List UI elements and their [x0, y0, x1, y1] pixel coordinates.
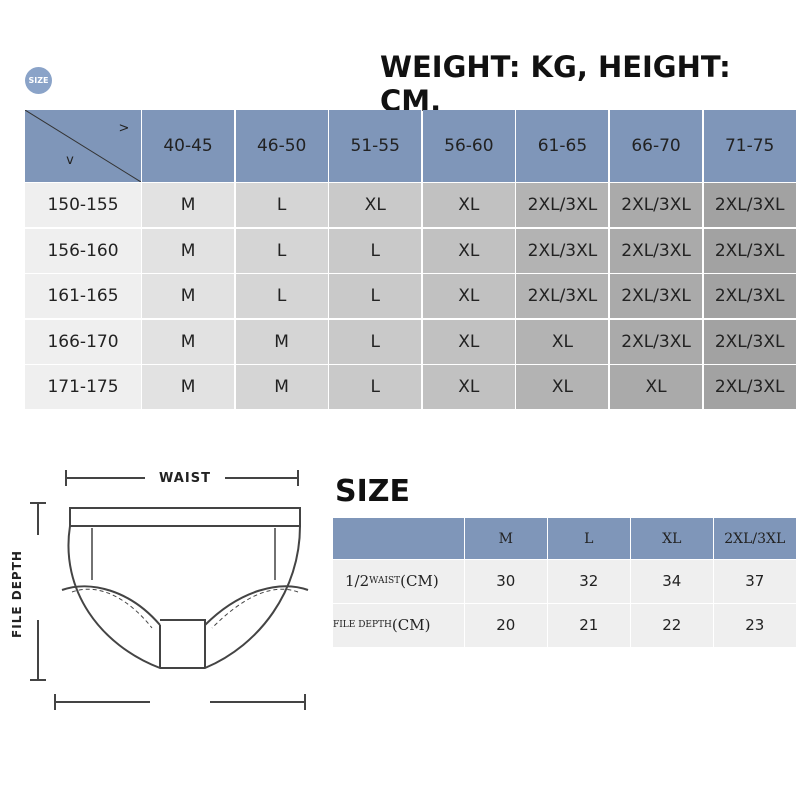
measure-cell: 23	[714, 604, 796, 647]
size-cell: 2XL/3XL	[703, 183, 796, 227]
measure-label: FILE DEPTH (CM)	[333, 604, 464, 647]
size-cell: L	[235, 183, 328, 227]
depth-label: FILE DEPTH	[8, 544, 26, 644]
size-cell: XL	[422, 365, 515, 409]
size-cell: 2XL/3XL	[610, 274, 703, 318]
measure-title: SIZE	[335, 473, 411, 509]
size-cell: M	[142, 319, 235, 364]
size-cell: 2XL/3XL	[703, 228, 796, 273]
size-cell: XL	[516, 365, 609, 409]
size-cell: XL	[329, 183, 422, 227]
weight-header: 51-55	[329, 110, 422, 182]
measure-header: M	[465, 518, 547, 559]
size-cell: M	[142, 183, 235, 227]
measure-cell: 37	[714, 560, 796, 603]
size-cell: XL	[610, 365, 703, 409]
measure-header: XL	[631, 518, 713, 559]
size-cell: XL	[516, 319, 609, 364]
measure-cell: 30	[465, 560, 547, 603]
size-cell: 2XL/3XL	[703, 365, 796, 409]
label-part: (CM)	[400, 572, 439, 591]
corner-height: v	[66, 152, 74, 168]
height-label: 161-165	[25, 274, 141, 318]
size-cell: 2XL/3XL	[610, 319, 703, 364]
measure-header: L	[548, 518, 630, 559]
size-cell: 2XL/3XL	[516, 228, 609, 273]
size-cell: 2XL/3XL	[610, 228, 703, 273]
measure-cell: 22	[631, 604, 713, 647]
label-part: (CM)	[391, 616, 431, 635]
waist-label: WAIST	[145, 466, 225, 490]
size-cell: XL	[422, 228, 515, 273]
height-label: 171-175	[25, 365, 141, 409]
size-cell: 2XL/3XL	[516, 183, 609, 227]
weight-header: 46-50	[235, 110, 328, 182]
size-cell: L	[329, 228, 422, 273]
measure-corner	[333, 518, 464, 559]
label-part: 1/2	[345, 572, 370, 591]
corner-cell	[25, 110, 141, 182]
height-label: 156-160	[25, 228, 141, 273]
corner-weight: >	[118, 120, 130, 136]
measure-cell: 21	[548, 604, 630, 647]
label-part: FILE DEPTH	[333, 620, 392, 631]
measure-cell: 34	[631, 560, 713, 603]
weight-header: 61-65	[516, 110, 609, 182]
size-badge: SIZE	[25, 67, 52, 94]
measure-header: 2XL/3XL	[714, 518, 796, 559]
size-cell: M	[142, 228, 235, 273]
size-cell: L	[329, 319, 422, 364]
size-cell: L	[235, 228, 328, 273]
size-cell: XL	[422, 274, 515, 318]
size-cell: XL	[422, 319, 515, 364]
measure-cell: 20	[465, 604, 547, 647]
size-cell: 2XL/3XL	[610, 183, 703, 227]
size-cell: M	[235, 319, 328, 364]
weight-header: 40-45	[142, 110, 235, 182]
size-cell: 2XL/3XL	[703, 319, 796, 364]
size-cell: 2XL/3XL	[703, 274, 796, 318]
size-cell: L	[329, 274, 422, 318]
size-cell: M	[235, 365, 328, 409]
height-label: 150-155	[25, 183, 141, 227]
weight-header: 66-70	[610, 110, 703, 182]
measure-cell: 32	[548, 560, 630, 603]
diagonal	[25, 110, 141, 182]
heading: WEIGHT: KG, HEIGHT: CM.	[380, 50, 731, 118]
height-label: 166-170	[25, 319, 141, 364]
weight-header: 56-60	[422, 110, 515, 182]
label-part: WAIST	[369, 576, 401, 587]
size-cell: XL	[422, 183, 515, 227]
brief-diagram	[30, 470, 309, 710]
size-cell: L	[329, 365, 422, 409]
size-cell: M	[142, 274, 235, 318]
measure-label: 1/2 WAIST (CM)	[333, 560, 464, 603]
size-cell: L	[235, 274, 328, 318]
size-cell: M	[142, 365, 235, 409]
weight-header: 71-75	[703, 110, 796, 182]
size-cell: 2XL/3XL	[516, 274, 609, 318]
